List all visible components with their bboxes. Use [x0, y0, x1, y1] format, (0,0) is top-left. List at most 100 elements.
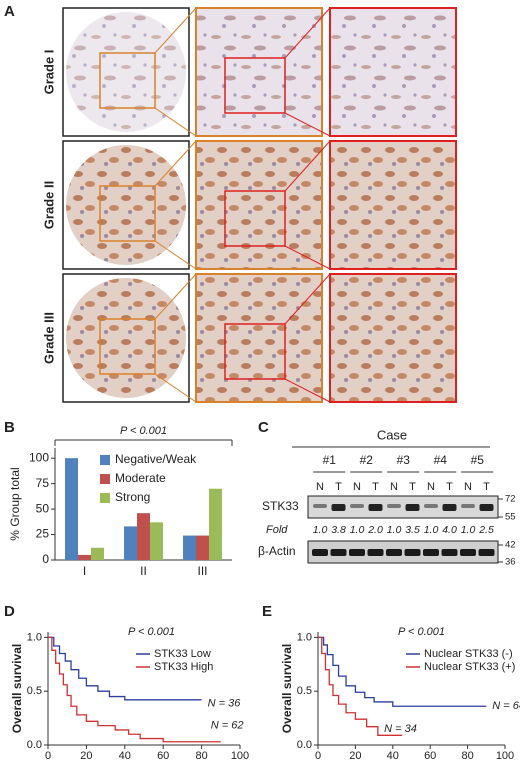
zoom-line: [154, 373, 197, 403]
x-tick-label: 20: [349, 750, 361, 762]
band: [330, 549, 347, 556]
zoom-box: [99, 318, 156, 375]
fold-value: 3.5: [405, 524, 420, 536]
band: [387, 504, 401, 508]
band: [461, 504, 475, 508]
blot: [307, 540, 499, 564]
x-tick-label: 80: [461, 750, 473, 762]
x-tick-label: 100: [496, 750, 514, 762]
legend-swatch: [100, 455, 110, 465]
y-axis-label: Overall survival: [280, 644, 294, 733]
legend-label: Nuclear STK33 (-): [424, 648, 513, 660]
fold-value: 4.0: [442, 524, 457, 536]
panel-c: Case #1 #2 #3 #4 #5 N 1.0 T 3.8 N 1.0 T 2.0 N 1.0 T 3.5 N 1…: [258, 427, 516, 567]
row-label: β-Actin: [258, 544, 296, 558]
bar: [90, 547, 104, 560]
lane-label: N: [390, 481, 398, 493]
case-number: #5: [471, 453, 485, 467]
x-axis-label: Time after surgery (months): [64, 763, 223, 765]
zoom-line: [284, 7, 331, 59]
case-number: #1: [323, 453, 337, 467]
fold-value: 2.0: [367, 524, 383, 536]
mw-marker: 36: [505, 557, 516, 568]
tissue-core: [66, 278, 186, 398]
bar: [196, 535, 209, 560]
band: [479, 504, 494, 511]
survival-curve: [48, 636, 202, 701]
zoom-line: [284, 245, 331, 270]
band: [478, 549, 495, 556]
y-axis-label: % Group total: [8, 467, 22, 540]
band: [441, 549, 458, 556]
panel-label: B: [4, 419, 15, 436]
y-tick-label: 50: [36, 501, 50, 515]
blot: [307, 495, 499, 519]
fold-value: 2.5: [478, 524, 494, 536]
zoom-line: [284, 140, 331, 192]
fold-value: 3.8: [331, 524, 346, 536]
fold-value: 1.0: [350, 524, 365, 536]
panel-label: C: [258, 419, 269, 436]
x-tick-label: III: [197, 564, 207, 578]
lane-label: T: [483, 481, 490, 493]
panel-label: E: [262, 603, 272, 620]
band: [367, 549, 384, 556]
y-tick-label: 0: [42, 552, 49, 566]
zoom-line: [154, 273, 197, 320]
x-tick-label: 0: [315, 750, 321, 762]
band: [349, 549, 365, 556]
y-tick-label: 0.0: [27, 739, 42, 751]
y-tick-label: 0.5: [27, 685, 42, 697]
zoom-line: [154, 107, 197, 137]
x-tick-label: 40: [119, 750, 131, 762]
bar: [183, 535, 197, 560]
row-label: STK33: [262, 499, 299, 513]
mid-image: [195, 273, 323, 403]
x-tick-label: 60: [157, 750, 169, 762]
y-tick-label: 25: [36, 527, 50, 541]
zoom-box: [99, 185, 156, 242]
legend-swatch: [100, 493, 110, 503]
fold-value: 1.0: [424, 524, 439, 536]
legend-label: Negative/Weak: [115, 452, 197, 466]
band: [368, 504, 383, 511]
fold-value: 1.0: [313, 524, 328, 536]
y-tick-label: 1.0: [297, 631, 312, 643]
tissue-core: [66, 145, 186, 265]
case-number: #2: [360, 453, 374, 467]
band: [404, 549, 421, 556]
lane-label: N: [316, 481, 324, 493]
zoom-line: [154, 240, 197, 270]
legend-label: Nuclear STK33 (+): [424, 661, 515, 673]
annotation: P < 0.001: [128, 626, 175, 638]
legend-swatch: [100, 474, 110, 484]
bar: [137, 513, 150, 560]
lane-label: T: [335, 481, 342, 493]
zoom-image: [329, 140, 457, 270]
y-tick-label: 0.5: [297, 685, 312, 697]
panel-label: D: [4, 603, 15, 620]
lane-label: N: [464, 481, 472, 493]
bar: [149, 522, 163, 560]
fold-value: 1.0: [387, 524, 402, 536]
bar: [208, 488, 222, 560]
x-axis-label: Time after surgery (months): [332, 763, 491, 765]
survival-curve: [318, 636, 487, 707]
row-label: Fold: [266, 524, 288, 536]
lane-label: T: [409, 481, 416, 493]
x-tick-label: 60: [424, 750, 436, 762]
band: [442, 504, 457, 511]
zoom-box: [224, 323, 286, 380]
band: [350, 504, 364, 508]
zoom-image: [329, 7, 457, 137]
n-label: N = 34: [384, 723, 417, 735]
lane-label: N: [427, 481, 435, 493]
band: [386, 549, 402, 556]
zoom-line: [154, 140, 197, 187]
mw-marker: 55: [505, 512, 516, 523]
band: [423, 549, 439, 556]
panel-label: A: [4, 3, 15, 20]
bar: [65, 458, 79, 560]
legend-label: STK33 Low: [154, 648, 211, 660]
zoom-box: [99, 52, 156, 109]
